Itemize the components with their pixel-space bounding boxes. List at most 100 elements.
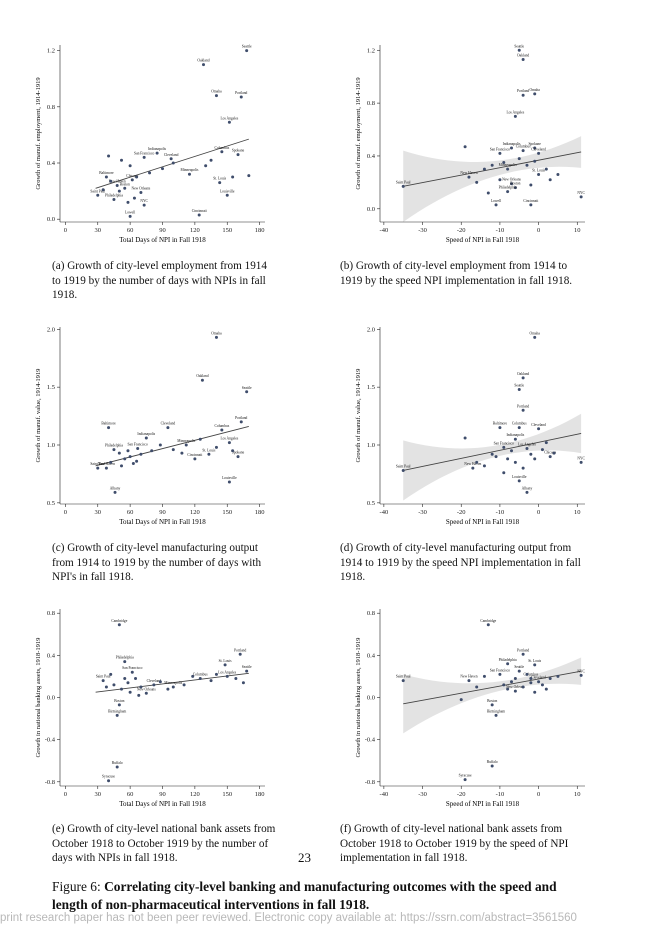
caption-e: (e) Growth of city-level national bank a… [52, 823, 276, 864]
y-tick: 0.0 [47, 216, 60, 223]
point-label: Los Angeles [220, 437, 238, 441]
data-point [517, 387, 521, 391]
data-point [150, 449, 154, 453]
point-label: Louisville [512, 475, 527, 479]
data-point [510, 449, 514, 453]
y-tick: 0.4 [367, 153, 380, 160]
y-tick-label: 1.2 [367, 47, 375, 54]
data-point [112, 448, 116, 452]
data-point [521, 466, 525, 470]
point-label: Indianapolis [503, 142, 521, 146]
point-label: Seattle [514, 383, 524, 387]
point-label: Los Angeles [518, 442, 536, 446]
point-label: Cincinnati [187, 453, 202, 457]
point-label: Cleveland [531, 676, 546, 680]
panel-c: 0 30 60 90 120 150 180 0.5 1.0 1.5 2.0 Total Days o… [30, 322, 280, 537]
data-point [204, 164, 208, 168]
x-tick-label: 10 [574, 227, 581, 234]
x-tick-label: 30 [95, 509, 102, 516]
x-tick: -20 [457, 786, 466, 798]
panel-f: -40 -30 -20 -10 0 10 -0.8 -0.4 0.0 0.4 0.8 Speed of… [350, 604, 600, 819]
data-point [502, 445, 506, 449]
y-tick: 0.8 [47, 104, 60, 111]
point-label: Columbus [516, 145, 531, 149]
data-point [459, 698, 463, 702]
data-point [556, 172, 560, 176]
x-tick-label: 0 [64, 227, 67, 234]
point-label: Buffalo [487, 760, 498, 764]
point-label: NYC [577, 191, 585, 195]
point-label: St. Louis [219, 659, 233, 663]
data-point [234, 677, 238, 681]
data-point [537, 427, 541, 431]
data-point [401, 468, 405, 472]
y-axis-title: Growth in national banking assets, 1918-… [355, 638, 362, 758]
data-point [152, 683, 156, 687]
data-point [510, 182, 514, 186]
data-point [109, 179, 113, 183]
point-label: Spokane [529, 142, 542, 146]
data-point [117, 189, 121, 193]
data-point [135, 175, 139, 179]
data-point [115, 765, 119, 769]
y-tick-label: 0.8 [367, 100, 375, 107]
data-point [144, 691, 148, 695]
point-label: NYC [140, 199, 148, 203]
x-tick-label: 60 [127, 791, 134, 798]
x-axis-title: Total Days of NPI in Fall 1918 [119, 518, 206, 526]
data-point [180, 451, 184, 455]
data-point [548, 455, 552, 459]
x-tick: 150 [222, 786, 232, 798]
point-label: New Orleans [137, 687, 156, 691]
x-tick-label: -40 [380, 227, 389, 234]
data-point [130, 178, 134, 182]
y-tick: 0.4 [47, 160, 60, 167]
y-tick-label: 0.0 [47, 695, 55, 702]
point-label: New Haven [98, 462, 115, 466]
data-point [207, 452, 211, 456]
x-tick-label: -20 [457, 509, 466, 516]
data-point [104, 175, 108, 179]
data-point [482, 167, 486, 171]
data-point [214, 335, 218, 339]
x-tick-label: -20 [457, 791, 466, 798]
y-tick-label: -0.4 [365, 737, 376, 744]
y-tick: 1.0 [47, 442, 60, 449]
data-point [467, 679, 471, 683]
data-point [521, 685, 525, 689]
x-tick-label: 30 [95, 791, 102, 798]
x-tick-label: -30 [418, 791, 427, 798]
y-axis-title: Growth of manuf. value, 1914-1919 [35, 369, 42, 463]
panel-a: 0 30 60 90 120 150 180 0.0 0.4 0.8 1.2 Total Days o… [30, 40, 280, 255]
data-point [132, 196, 136, 200]
x-tick: -40 [380, 786, 388, 798]
caption-f: (f) Growth of city-level national bank a… [340, 823, 569, 864]
data-point [227, 441, 231, 445]
point-label: Saint Paul [396, 675, 411, 679]
x-tick: 180 [255, 786, 264, 798]
point-label: Baltimore [101, 422, 116, 426]
data-point [513, 437, 517, 441]
data-point [513, 689, 517, 693]
data-point [135, 459, 139, 463]
data-point [533, 457, 537, 461]
data-point [123, 186, 127, 190]
data-point [198, 437, 202, 441]
y-tick-label: 2.0 [47, 326, 55, 333]
point-label: New Haven [460, 171, 477, 175]
data-point [471, 466, 475, 470]
data-point [529, 203, 533, 207]
data-point [540, 448, 544, 452]
x-axis-title: Speed of NPI in Fall 1918 [446, 800, 520, 808]
data-point [502, 161, 506, 165]
point-label: Minneapolis [499, 163, 518, 167]
data-point [155, 151, 159, 155]
data-point [209, 158, 213, 162]
axes [59, 45, 265, 223]
point-label: Cambridge [480, 619, 496, 623]
point-label: NYC [577, 456, 585, 460]
data-point [482, 464, 486, 468]
data-point [502, 471, 506, 475]
data-point [109, 460, 113, 464]
x-tick-label: 90 [159, 509, 166, 516]
